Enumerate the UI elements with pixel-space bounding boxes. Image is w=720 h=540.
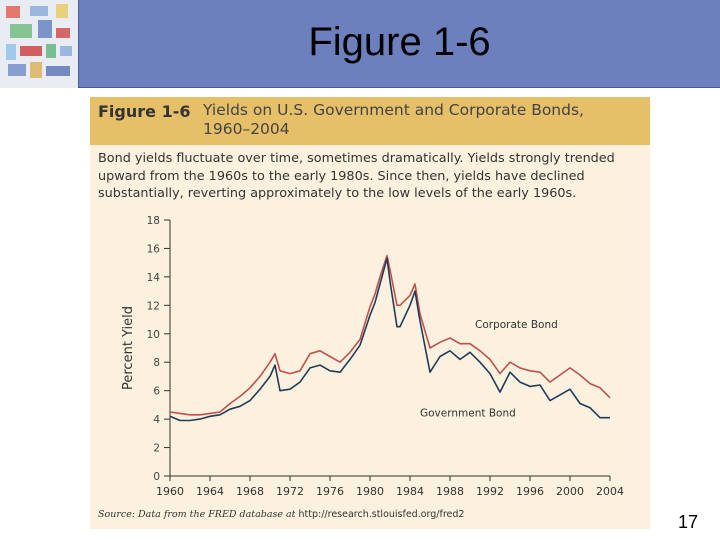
- annotation-corporate-bond: Corporate Bond: [475, 319, 558, 331]
- x-tick-label: 1968: [236, 485, 264, 498]
- annotation-government-bond: Government Bond: [420, 407, 516, 419]
- y-tick-label: 14: [147, 272, 161, 284]
- x-tick-label: 1964: [196, 485, 224, 498]
- y-tick-label: 16: [147, 243, 161, 255]
- x-tick-label: 1992: [476, 485, 504, 498]
- x-tick-label: 2000: [556, 485, 584, 498]
- figure-caption: Bond yields fluctuate over time, sometim…: [98, 151, 615, 201]
- figure-source: Source: Data from the FRED database at h…: [98, 509, 464, 520]
- x-tick-label: 1984: [396, 485, 424, 498]
- series-line-government-bond: [169, 257, 610, 422]
- x-tick-label: 1996: [516, 485, 544, 498]
- page-number: 17: [677, 512, 699, 532]
- x-tick-label: 1980: [356, 485, 384, 498]
- figure-title: Yields on U.S. Government and Corporate …: [203, 101, 584, 138]
- y-tick-label: 0: [153, 471, 160, 483]
- y-tick-label: 10: [147, 329, 160, 341]
- x-tick-label: 1976: [316, 485, 344, 498]
- figure-panel: Figure 1-6 Yields on U.S. Government and…: [90, 97, 650, 529]
- logo-graphic: [0, 0, 78, 88]
- x-tick-label: 1972: [276, 485, 304, 498]
- y-tick-label: 4: [153, 414, 160, 426]
- slide-header: Figure 1-6: [78, 0, 720, 88]
- slide-title: Figure 1-6: [308, 20, 491, 64]
- y-axis-label: Percent Yield: [121, 306, 136, 390]
- y-tick-label: 12: [147, 300, 160, 312]
- x-tick-label: 2004: [596, 485, 624, 498]
- bond-yield-chart: 0 2 4 6 8 10 12 14 16 18 1960 1964 1968 1972 1976 1980 1…: [121, 215, 624, 498]
- x-tick-label: 1988: [436, 485, 464, 498]
- x-tick-label: 1960: [156, 485, 184, 498]
- figure-source-url: http://research.stlouisfed.org/fred2: [298, 509, 465, 520]
- series-line-corporate-bond: [169, 254, 611, 416]
- figure-header-band: Figure 1-6 Yields on U.S. Government and…: [90, 97, 650, 145]
- figure-source-prefix: Source: Data from the FRED database at: [98, 509, 299, 520]
- y-tick-label: 6: [153, 386, 160, 398]
- y-tick-label: 18: [147, 215, 160, 227]
- figure-label: Figure 1-6: [98, 102, 191, 121]
- y-tick-label: 8: [153, 357, 160, 369]
- y-tick-label: 2: [153, 443, 160, 455]
